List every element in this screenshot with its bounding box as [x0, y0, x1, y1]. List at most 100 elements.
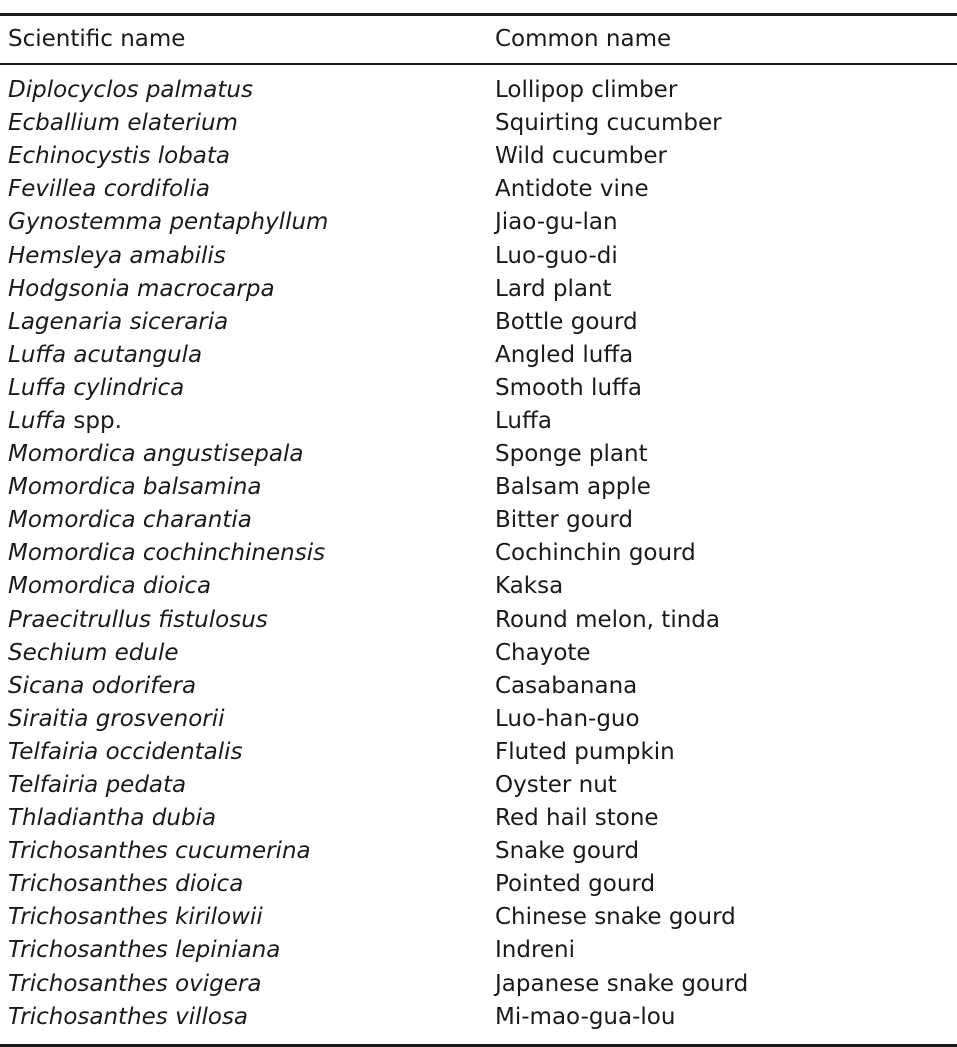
table-row: Sicana odorifera Casabanana: [0, 670, 957, 703]
common-name-cell: Lollipop climber: [495, 77, 678, 104]
scientific-name-cell: Trichosanthes dioica: [0, 868, 495, 901]
scientific-name-text: Sicana odorifera: [8, 672, 197, 699]
table-top-rule: [0, 13, 957, 16]
scientific-name-cell: Diplocyclos palmatus: [0, 74, 495, 107]
scientific-name-cell: Momordica angustisepala: [0, 438, 495, 471]
table-row: Hodgsonia macrocarpa Lard plant: [0, 273, 957, 306]
common-name-cell: Casabanana: [495, 672, 638, 699]
scientific-name-text: Ecballium elaterium: [8, 110, 238, 137]
common-name-cell: Cochinchin gourd: [495, 540, 696, 567]
table-row: Lagenaria siceraria Bottle gourd: [0, 306, 957, 339]
common-name-cell: Kaksa: [495, 573, 564, 600]
scientific-name-cell: Momordica dioica: [0, 570, 495, 603]
common-name-cell: Bottle gourd: [495, 308, 638, 335]
scientific-name-text: Telfairia pedata: [8, 772, 187, 799]
table-row: Ecballium elaterium Squirting cucumber: [0, 107, 957, 140]
table-row: Diplocyclos palmatus Lollipop climber: [0, 74, 957, 107]
scientific-name-text: Hodgsonia macrocarpa: [8, 275, 275, 302]
table-header-row: Scientific name Common name: [0, 16, 957, 63]
table-row: Praecitrullus fistulosus Round melon, tin…: [0, 604, 957, 637]
common-name-cell: Angled luffa: [495, 341, 634, 368]
common-name-cell: Japanese snake gourd: [495, 970, 749, 997]
scientific-name-cell: Luffa cylindrica: [0, 372, 495, 405]
scientific-name-text: Luffa cylindrica: [8, 374, 185, 401]
table-row: Trichosanthes villosa Mi-mao-gua-lou: [0, 1001, 957, 1034]
table-row: Telfairia occidentalis Fluted pumpkin: [0, 736, 957, 769]
scientific-name-text: Hemsleya amabilis: [8, 242, 226, 269]
scientific-name-text: Momordica balsamina: [8, 474, 262, 501]
common-name-cell: Bitter gourd: [495, 507, 634, 534]
scientific-name-text: Momordica cochinchinensis: [8, 540, 326, 567]
scientific-name-text: Momordica charantia: [8, 507, 252, 534]
scientific-name-text: Trichosanthes lepiniana: [8, 937, 281, 964]
scientific-name-cell: Trichosanthes ovigera: [0, 968, 495, 1001]
scientific-name-suffix: spp.: [66, 407, 122, 434]
scientific-name-text: Fevillea cordifolia: [8, 176, 210, 203]
scientific-name-cell: Trichosanthes villosa: [0, 1001, 495, 1034]
scientific-name-text: Luffa: [8, 407, 67, 434]
common-name-cell: Pointed gourd: [495, 871, 656, 898]
table-bottom-rule: [0, 1043, 957, 1047]
table-row: Echinocystis lobata Wild cucumber: [0, 140, 957, 173]
scientific-name-text: Praecitrullus fistulosus: [8, 606, 268, 633]
header-common-name: Common name: [495, 26, 672, 52]
scientific-name-text: Siraitia grosvenorii: [8, 705, 225, 732]
scientific-name-cell: Trichosanthes lepiniana: [0, 934, 495, 967]
table-row: Fevillea cordifolia Antidote vine: [0, 173, 957, 206]
table-row: Hemsleya amabilis Luo-guo-di: [0, 239, 957, 272]
common-name-cell: Sponge plant: [495, 441, 648, 468]
scientific-name-cell: Trichosanthes kirilowii: [0, 901, 495, 934]
table-row: Luffa acutangula Angled luffa: [0, 339, 957, 372]
scientific-name-text: Diplocyclos palmatus: [8, 77, 253, 104]
common-name-cell: Chinese snake gourd: [495, 904, 736, 931]
table-row: Luffa cylindrica Smooth luffa: [0, 372, 957, 405]
scientific-name-text: Trichosanthes kirilowii: [8, 904, 263, 931]
table-row: Gynostemma pentaphyllum Jiao-gu-lan: [0, 206, 957, 239]
common-name-cell: Lard plant: [495, 275, 612, 302]
common-name-cell: Wild cucumber: [495, 143, 667, 170]
scientific-name-cell: Luffa acutangula: [0, 339, 495, 372]
scientific-name-text: Lagenaria siceraria: [8, 308, 229, 335]
scientific-name-cell: Sicana odorifera: [0, 670, 495, 703]
scientific-name-cell: Thladiantha dubia: [0, 802, 495, 835]
scientific-name-cell: Luffa spp.: [0, 405, 495, 438]
common-name-cell: Red hail stone: [495, 805, 659, 832]
table-row: Trichosanthes cucumerina Snake gourd: [0, 835, 957, 868]
scientific-name-cell: Sechium edule: [0, 637, 495, 670]
scientific-name-cell: Praecitrullus fistulosus: [0, 604, 495, 637]
scientific-name-text: Momordica dioica: [8, 573, 212, 600]
scientific-name-text: Thladiantha dubia: [8, 805, 217, 832]
scientific-name-text: Gynostemma pentaphyllum: [8, 209, 329, 236]
scientific-name-text: Sechium edule: [8, 639, 179, 666]
common-name-cell: Indreni: [495, 937, 576, 964]
table-row: Momordica cochinchinensis Cochinchin gour…: [0, 537, 957, 570]
common-name-cell: Jiao-gu-lan: [495, 209, 618, 236]
common-name-cell: Fluted pumpkin: [495, 738, 675, 765]
common-name-cell: Round melon, tinda: [495, 606, 720, 633]
table-row: Momordica charantia Bitter gourd: [0, 504, 957, 537]
scientific-name-cell: Trichosanthes cucumerina: [0, 835, 495, 868]
scientific-name-cell: Siraitia grosvenorii: [0, 703, 495, 736]
table-header-rule: [0, 63, 957, 65]
table-row: Thladiantha dubia Red hail stone: [0, 802, 957, 835]
scientific-name-text: Luffa acutangula: [8, 341, 203, 368]
scientific-name-cell: Hodgsonia macrocarpa: [0, 273, 495, 306]
common-name-cell: Luo-han-guo: [495, 705, 640, 732]
common-name-cell: Smooth luffa: [495, 374, 642, 401]
common-name-cell: Luo-guo-di: [495, 242, 618, 269]
table-row: Momordica balsamina Balsam apple: [0, 471, 957, 504]
table-row: Telfairia pedata Oyster nut: [0, 769, 957, 802]
table-body: Diplocyclos palmatus Lollipop climber Ecba…: [0, 65, 957, 1044]
scientific-name-cell: Momordica balsamina: [0, 471, 495, 504]
scientific-name-cell: Ecballium elaterium: [0, 107, 495, 140]
common-name-cell: Oyster nut: [495, 772, 617, 799]
table-row: Siraitia grosvenorii Luo-han-guo: [0, 703, 957, 736]
common-name-cell: Squirting cucumber: [495, 110, 722, 137]
common-name-cell: Mi-mao-gua-lou: [495, 1003, 676, 1030]
scientific-name-text: Trichosanthes villosa: [8, 1003, 249, 1030]
table-row: Momordica angustisepala Sponge plant: [0, 438, 957, 471]
common-name-cell: Balsam apple: [495, 474, 651, 501]
scientific-name-cell: Fevillea cordifolia: [0, 173, 495, 206]
scientific-name-cell: Telfairia pedata: [0, 769, 495, 802]
scientific-name-text: Telfairia occidentalis: [8, 738, 243, 765]
